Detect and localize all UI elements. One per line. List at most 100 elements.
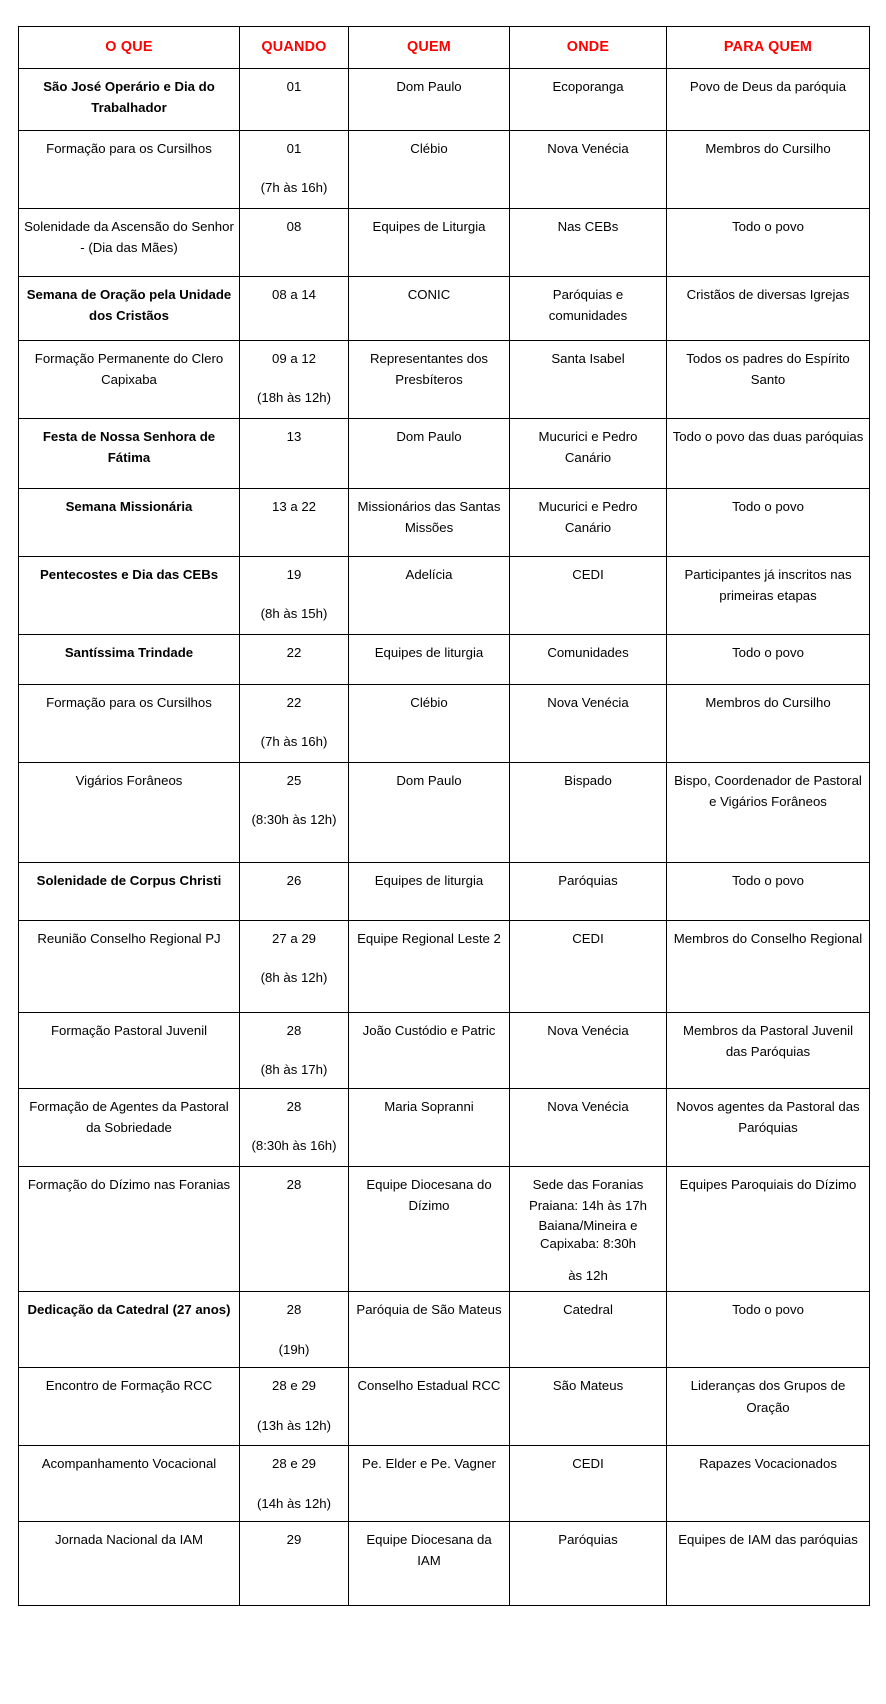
table-header: O QUE QUANDO QUEM ONDE PARA QUEM — [18, 26, 870, 69]
cell-o-que: Reunião Conselho Regional PJ — [18, 920, 240, 1013]
cell-quando: 09 a 12 (18h às 12h) — [239, 340, 349, 419]
table-row: Solenidade da Ascensão do Senhor - (Dia … — [18, 208, 870, 277]
table-row: Jornada Nacional da IAM 29 Equipe Diocesan… — [18, 1520, 870, 1606]
cell-o-que: Jornada Nacional da IAM — [18, 1520, 240, 1606]
cell-para-quem: Novos agentes da Pastoral das Paróquias — [666, 1087, 870, 1167]
quando-date: 08 a 14 — [272, 287, 316, 302]
cell-o-que: Pentecostes e Dia das CEBs — [18, 556, 240, 635]
quando-time: (8:30h às 16h) — [251, 1138, 337, 1154]
column-header-quem: QUEM — [348, 26, 510, 69]
cell-onde: CEDI — [509, 556, 667, 635]
cell-quando: 28 e 29 (14h às 12h) — [239, 1445, 349, 1522]
table-row: Pentecostes e Dia das CEBs 19 (8h às 15h) A… — [18, 556, 870, 635]
cell-quem: Maria Sopranni — [348, 1087, 510, 1167]
onde-detail: Baiana/Mineira e Capixaba: 8:30h — [538, 1217, 638, 1251]
table-row: Vigários Forâneos 25 (8:30h às 12h) Dom Pau… — [18, 762, 870, 863]
onde-main: Paróquias e comunidades — [548, 287, 628, 324]
cell-quem: Clébio — [348, 684, 510, 763]
quando-date: 13 a 22 — [272, 499, 316, 514]
cell-quando: 27 a 29 (8h às 12h) — [239, 920, 349, 1013]
cell-para-quem: Todos os padres do Espírito Santo — [666, 340, 870, 419]
table-row: Acompanhamento Vocacional 28 e 29 (14h às … — [18, 1445, 870, 1522]
table-row: Festa de Nossa Senhora de Fátima 13 Dom Pa… — [18, 418, 870, 489]
quando-date: 29 — [286, 1531, 302, 1547]
cell-quando: 13 — [239, 418, 349, 489]
table-row: Dedicação da Catedral (27 anos) 28 (19h) Pa… — [18, 1291, 870, 1369]
quando-date: 28 — [286, 1023, 302, 1038]
onde-main: Nova Venécia — [547, 141, 629, 156]
column-header-onde: ONDE — [509, 26, 667, 69]
quando-time: (7h às 16h) — [260, 734, 328, 750]
table-row: Formação Pastoral Juvenil 28 (8h às 17h) Jo… — [18, 1012, 870, 1089]
cell-onde: Comunidades — [509, 634, 667, 685]
quando-time: (7h às 16h) — [260, 180, 328, 196]
cell-onde: Santa Isabel — [509, 340, 667, 419]
cell-quem: CONIC — [348, 276, 510, 341]
table-row: Semana Missionária 13 a 22 Missionários da… — [18, 488, 870, 557]
quando-time: (13h às 12h) — [256, 1417, 332, 1433]
cell-quando: 01 — [239, 68, 349, 131]
cell-o-que: Solenidade da Ascensão do Senhor - (Dia … — [18, 208, 240, 277]
cell-para-quem: Equipes Paroquiais do Dízimo — [666, 1165, 870, 1293]
table-row: Encontro de Formação RCC 28 e 29 (13h às 1… — [18, 1367, 870, 1447]
cell-onde: Catedral — [509, 1291, 667, 1369]
quando-date: 28 e 29 — [272, 1456, 316, 1472]
cell-para-quem: Povo de Deus da paróquia — [666, 68, 870, 131]
cell-quem: Clébio — [348, 130, 510, 209]
onde-main: Paróquias — [558, 1531, 618, 1547]
table-row: Formação Permanente do Clero Capixaba 09 … — [18, 340, 870, 419]
cell-o-que: Vigários Forâneos — [18, 762, 240, 863]
onde-main: Paróquias — [558, 873, 618, 888]
cell-o-que: Semana de Oração pela Unidade dos Cristã… — [18, 276, 240, 341]
cell-o-que: Santíssima Trindade — [18, 634, 240, 685]
cell-quem: Equipes de liturgia — [348, 634, 510, 685]
cell-quem: Pe. Elder e Pe. Vagner — [348, 1445, 510, 1522]
onde-main: Ecoporanga — [552, 79, 624, 94]
cell-para-quem: Membros do Conselho Regional — [666, 920, 870, 1013]
column-header-o-que: O QUE — [18, 26, 240, 69]
quando-date: 08 — [286, 219, 302, 234]
cell-quem: Equipes de Liturgia — [348, 208, 510, 277]
cell-o-que: Formação do Dízimo nas Foranias — [18, 1165, 240, 1293]
onde-main: Catedral — [563, 1302, 613, 1318]
cell-onde: Sede das Foranias Praiana: 14h às 17h Baia… — [509, 1165, 667, 1293]
onde-main: Nova Venécia — [547, 1098, 629, 1114]
onde-main: Santa Isabel — [551, 351, 625, 366]
onde-main: CEDI — [572, 567, 604, 582]
cell-para-quem: Equipes de IAM das paróquias — [666, 1520, 870, 1606]
cell-quando: 28 (8h às 17h) — [239, 1012, 349, 1089]
cell-para-quem: Membros do Cursilho — [666, 684, 870, 763]
cell-para-quem: Lideranças dos Grupos de Oração — [666, 1367, 870, 1447]
cell-quando: 13 a 22 — [239, 488, 349, 557]
cell-onde: Nova Venécia — [509, 130, 667, 209]
cell-quando: 08 a 14 — [239, 276, 349, 341]
quando-date: 01 — [286, 79, 302, 94]
cell-o-que: Solenidade de Corpus Christi — [18, 862, 240, 921]
quando-date: 28 e 29 — [272, 1378, 316, 1394]
cell-o-que: Acompanhamento Vocacional — [18, 1445, 240, 1522]
cell-para-quem: Todo o povo das duas paróquias — [666, 418, 870, 489]
onde-main: Mucurici e Pedro Canário — [538, 499, 638, 536]
cell-quem: Equipes de liturgia — [348, 862, 510, 921]
cell-quando: 08 — [239, 208, 349, 277]
cell-onde: CEDI — [509, 1445, 667, 1522]
cell-quem: Equipe Diocesana do Dízimo — [348, 1165, 510, 1293]
cell-onde: Paróquias — [509, 1520, 667, 1606]
quando-date: 25 — [286, 773, 302, 788]
cell-quando: 28 (8:30h às 16h) — [239, 1087, 349, 1167]
column-header-quando: QUANDO — [239, 26, 349, 69]
cell-quando: 28 e 29 (13h às 12h) — [239, 1367, 349, 1447]
quando-date: 22 — [286, 695, 302, 710]
cell-quando: 22 — [239, 634, 349, 685]
cell-para-quem: Membros da Pastoral Juvenil das Paróquia… — [666, 1012, 870, 1089]
cell-para-quem: Todo o povo — [666, 208, 870, 277]
table-row: São José Operário e Dia do Trabalhador 01… — [18, 68, 870, 131]
quando-time: (8h às 12h) — [260, 970, 328, 986]
cell-o-que: Semana Missionária — [18, 488, 240, 557]
cell-onde: São Mateus — [509, 1367, 667, 1447]
table-row: Santíssima Trindade 22 Equipes de liturgia… — [18, 634, 870, 685]
cell-quando: 22 (7h às 16h) — [239, 684, 349, 763]
quando-time: (8h às 17h) — [260, 1062, 328, 1078]
quando-date: 01 — [286, 141, 302, 156]
